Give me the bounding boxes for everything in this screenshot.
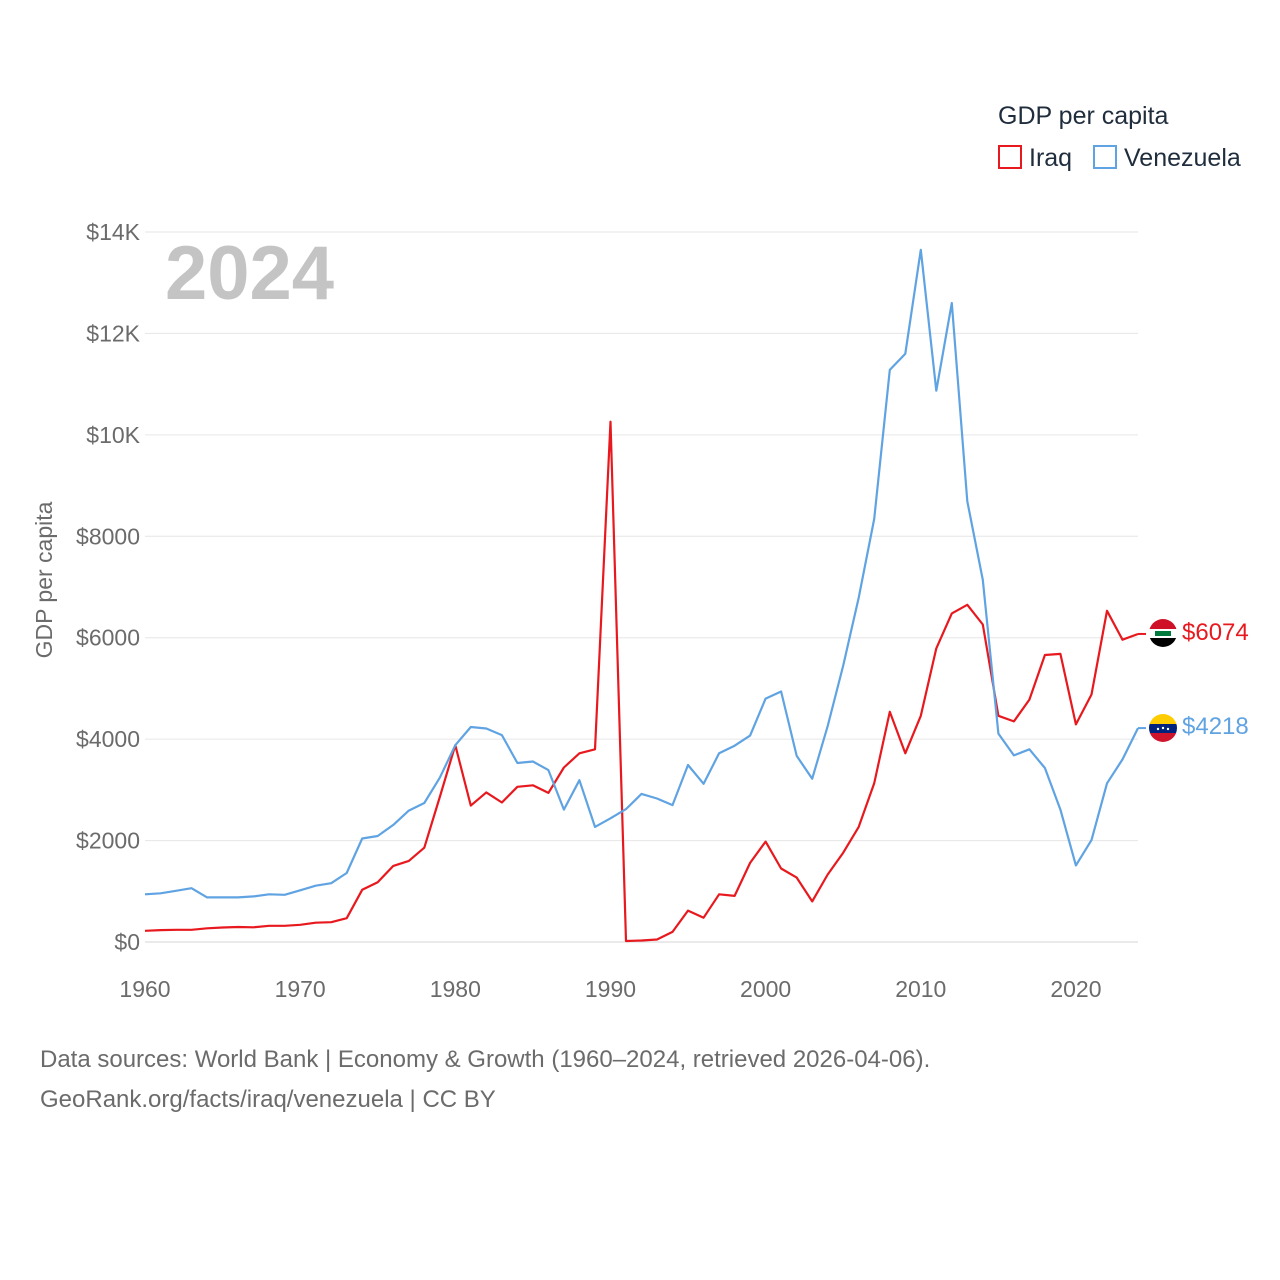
x-tick-label: 2020 xyxy=(1050,976,1101,1002)
x-axis-ticks: 1960 1970 1980 1990 2000 2010 2020 xyxy=(119,976,1101,1002)
y-tick-label: $8000 xyxy=(76,523,140,549)
legend-swatch-venezuela xyxy=(1093,145,1117,169)
y-tick-label: $10K xyxy=(86,422,140,448)
legend-label-venezuela: Venezuela xyxy=(1124,144,1241,172)
x-tick-label: 1990 xyxy=(585,976,636,1002)
series-line-venezuela xyxy=(144,248,1139,899)
grid-lines xyxy=(145,231,1138,943)
legend: GDP per capita Iraq Venezuela xyxy=(998,102,1241,172)
venezuela-flag-icon xyxy=(1149,714,1177,742)
y-tick-label: $14K xyxy=(86,219,140,245)
source-line-2: GeoRank.org/facts/iraq/venezuela | CC BY xyxy=(40,1086,496,1113)
y-tick-label: $2000 xyxy=(76,828,140,854)
legend-title: GDP per capita xyxy=(998,102,1169,130)
y-axis-ticks: $0 $2000 $4000 $6000 $8000 $10K $12K $14K xyxy=(76,219,141,955)
source-note: Data sources: World Bank | Economy & Gro… xyxy=(40,1040,930,1120)
x-tick-label: 1980 xyxy=(430,976,481,1002)
legend-label-iraq: Iraq xyxy=(1029,144,1072,172)
source-line-1: Data sources: World Bank | Economy & Gro… xyxy=(40,1046,931,1073)
y-tick-label: $6000 xyxy=(76,625,140,651)
series-lines xyxy=(144,248,1146,943)
venezuela-end-value: $4218 xyxy=(1182,713,1249,740)
x-tick-label: 2000 xyxy=(740,976,791,1002)
iraq-end-value: $6074 xyxy=(1182,619,1249,646)
y-tick-label: $12K xyxy=(86,320,140,346)
y-tick-label: $0 xyxy=(114,929,140,955)
series-line-iraq xyxy=(144,420,1139,943)
x-tick-label: 1970 xyxy=(275,976,326,1002)
x-tick-label: 2010 xyxy=(895,976,946,1002)
y-tick-label: $4000 xyxy=(76,726,140,752)
legend-swatch-iraq xyxy=(998,145,1022,169)
year-watermark: 2024 xyxy=(165,231,334,316)
x-tick-label: 1960 xyxy=(119,976,170,1002)
iraq-flag-icon xyxy=(1149,619,1177,647)
y-axis-label: GDP per capita xyxy=(31,501,57,658)
